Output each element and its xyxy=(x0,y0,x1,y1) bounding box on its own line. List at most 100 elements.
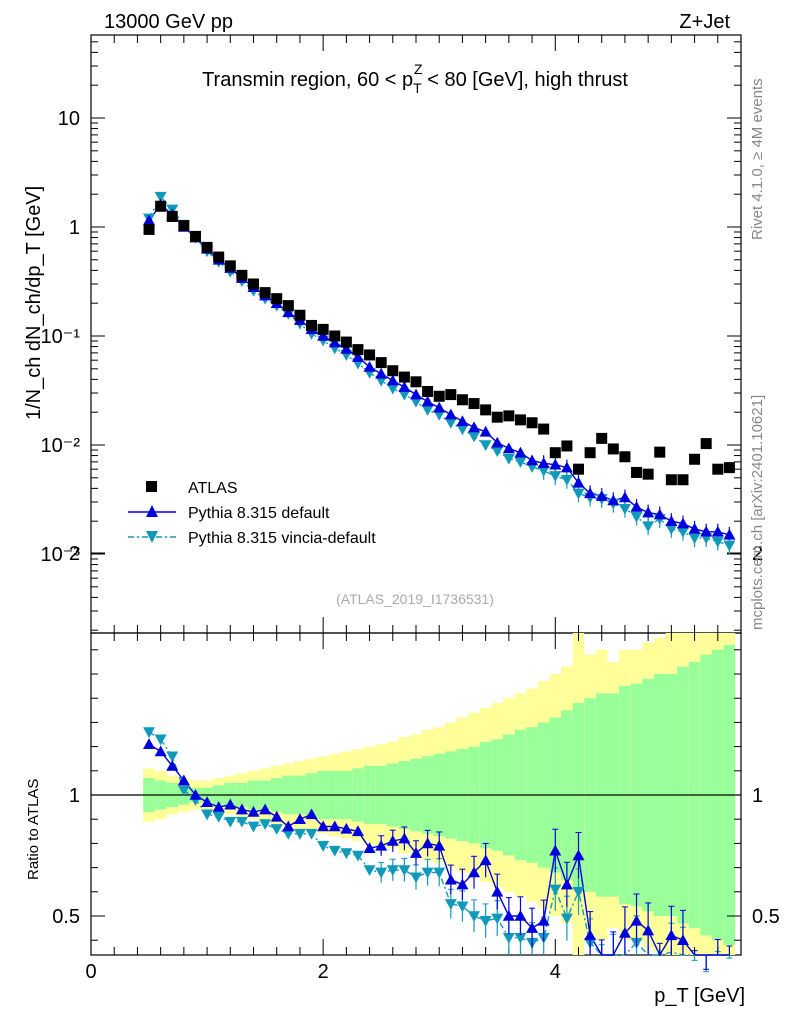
vincia-point xyxy=(642,521,655,533)
atlas-point xyxy=(329,330,341,342)
vincia-ratio-point xyxy=(363,865,376,877)
atlas-point xyxy=(549,447,561,459)
default-ratio-point xyxy=(166,759,179,771)
atlas-point xyxy=(201,241,213,253)
atlas-point xyxy=(573,463,584,475)
atlas-point xyxy=(468,398,480,410)
vincia-point xyxy=(154,191,167,203)
default-ratio-point xyxy=(317,820,330,832)
default-ratio-point xyxy=(143,738,156,749)
default-ratio-point xyxy=(479,854,492,866)
default-ratio-point xyxy=(386,834,399,846)
default-ratio-point xyxy=(526,922,539,933)
default-ratio-point xyxy=(270,810,283,822)
default-point xyxy=(537,457,550,469)
vincia-point xyxy=(537,465,550,477)
default-point xyxy=(363,360,376,372)
legend-default-label: Pythia 8.315 default xyxy=(188,505,330,522)
vincia-ratio-point xyxy=(456,901,469,913)
default-point xyxy=(410,388,422,400)
default-point xyxy=(351,351,364,362)
default-ratio-point xyxy=(351,825,364,837)
default-ratio-point xyxy=(444,873,457,885)
atlas-point xyxy=(294,309,306,321)
default-ratio-point xyxy=(491,885,504,897)
vincia-ratio-point xyxy=(270,824,283,835)
vincia-ratio-point xyxy=(375,867,388,879)
default-point xyxy=(456,415,469,427)
default-ratio-point xyxy=(247,805,260,817)
default-point xyxy=(526,454,539,466)
atlas-point xyxy=(526,417,538,429)
vincia-ratio-point xyxy=(386,865,399,877)
vincia-point xyxy=(572,488,585,500)
atlas-point xyxy=(584,447,596,459)
vincia-ratio-point xyxy=(433,867,446,879)
vincia-ratio-point xyxy=(259,819,272,831)
atlas-point xyxy=(224,260,236,272)
main-y-axis-label: 1/N_ch dN_ch/dp_T [GeV] xyxy=(23,186,45,420)
vincia-point xyxy=(479,440,492,451)
default-ratio-point xyxy=(328,820,341,832)
vincia-point xyxy=(386,383,399,395)
atlas-point xyxy=(166,210,178,222)
default-point xyxy=(711,525,724,537)
plot-title-sup: Z xyxy=(414,61,423,77)
analysis-id: (ATLAS_2019_I1736531) xyxy=(336,591,494,607)
vincia-ratio-point xyxy=(468,911,481,922)
atlas-point xyxy=(317,323,329,335)
atlas-point xyxy=(271,293,283,305)
default-ratio-point xyxy=(560,878,573,890)
default-ratio-point xyxy=(421,837,434,849)
default-ratio-point xyxy=(572,849,585,861)
atlas-point xyxy=(654,446,666,458)
atlas-point xyxy=(352,344,364,356)
atlas-point xyxy=(248,278,259,290)
atlas-point xyxy=(282,300,294,312)
vincia-point xyxy=(618,503,631,515)
atlas-point xyxy=(596,432,608,444)
vincia-point xyxy=(410,396,422,408)
ratio-uncertainty-bands xyxy=(143,633,736,955)
atlas-point xyxy=(619,451,631,463)
default-point xyxy=(618,491,631,503)
energy-label: 13000 GeV pp xyxy=(104,11,233,33)
vincia-point xyxy=(723,540,736,552)
rivet-label: Rivet 4.1.0, ≥ 4M events xyxy=(749,78,766,240)
default-point xyxy=(549,458,562,470)
default-point xyxy=(340,342,353,354)
vincia-ratio-point xyxy=(166,751,179,763)
vincia-ratio-point xyxy=(154,734,167,746)
vincia-point xyxy=(468,431,481,443)
default-point xyxy=(700,525,713,537)
atlas-point xyxy=(364,349,376,361)
vincia-point xyxy=(549,471,562,482)
vincia-point xyxy=(444,417,457,429)
default-ratio-point xyxy=(177,774,190,786)
default-ratio-point xyxy=(456,878,469,890)
y-tick-label: 10⁻¹ xyxy=(41,326,81,348)
legend-atlas-marker xyxy=(146,481,157,492)
default-point xyxy=(584,487,597,499)
default-ratio-point xyxy=(224,798,237,810)
default-ratio-point xyxy=(305,808,318,820)
default-point xyxy=(433,401,446,413)
atlas-point xyxy=(398,371,410,383)
default-point xyxy=(143,214,156,226)
default-point xyxy=(607,494,620,506)
legend-vincia-marker xyxy=(146,531,158,543)
legend-vincia-label: Pythia 8.315 vincia-default xyxy=(188,530,376,547)
vincia-point xyxy=(398,389,411,401)
atlas-point xyxy=(306,319,318,331)
default-ratio-point xyxy=(630,914,643,926)
vincia-ratio-point xyxy=(398,865,411,877)
default-ratio-point xyxy=(468,866,481,878)
vincia-ratio-point xyxy=(201,809,214,821)
atlas-point xyxy=(491,411,503,423)
x-tick-label: 2 xyxy=(318,961,329,983)
y-tick-label: 10⁻² xyxy=(41,435,81,457)
atlas-point xyxy=(480,404,492,416)
y-tick-label: 10 xyxy=(58,108,80,130)
vincia-ratio-point xyxy=(410,872,422,884)
